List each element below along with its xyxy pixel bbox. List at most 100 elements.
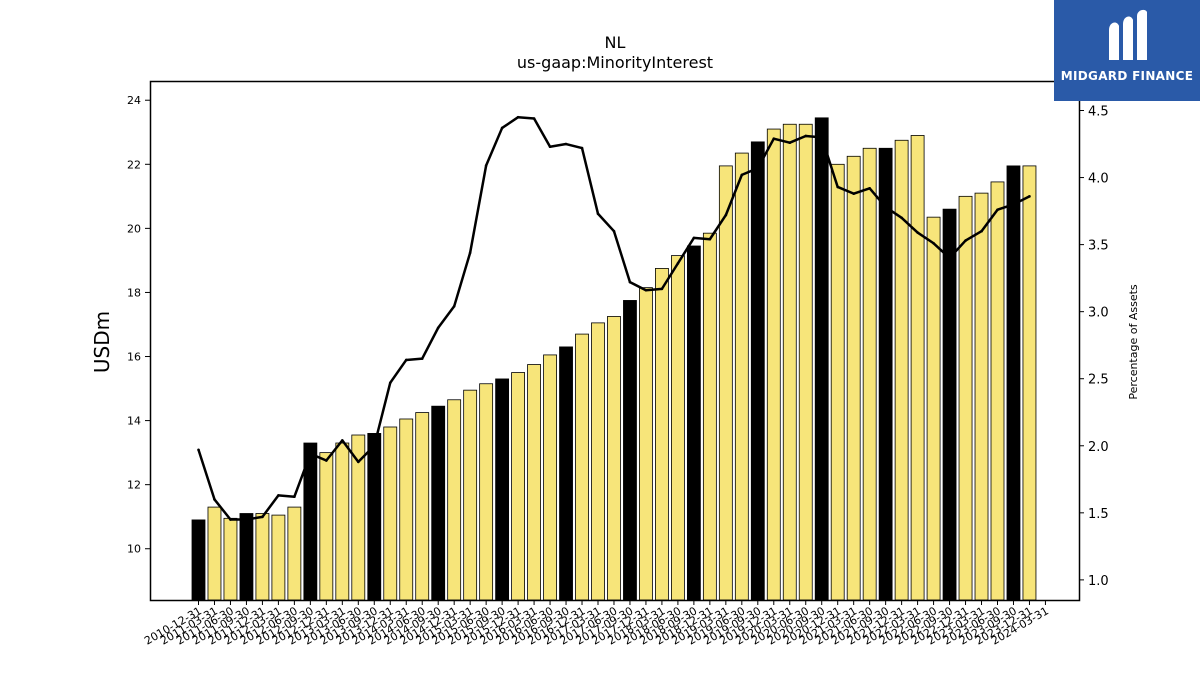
y2-tick-label: 4.5 <box>1088 105 1109 120</box>
percentage-line-series <box>197 115 1031 521</box>
line-point <box>372 444 376 448</box>
line-point <box>596 212 600 216</box>
line-point <box>388 381 392 385</box>
line-point <box>628 280 632 284</box>
y2-tick-label: 4.0 <box>1088 172 1109 187</box>
line-point <box>564 142 568 146</box>
y-tick-label: 18 <box>127 286 141 299</box>
bar-quarterly <box>511 372 526 601</box>
line-point <box>580 146 584 150</box>
bar-quarterly <box>990 181 1005 601</box>
line-point <box>996 208 999 212</box>
line-point <box>197 448 200 452</box>
chart-title: NL <box>605 33 626 52</box>
line-point <box>516 115 520 119</box>
line-point <box>820 136 824 139</box>
bar-quarterly <box>447 399 462 601</box>
line-point <box>948 256 951 260</box>
y-tick-label: 20 <box>127 222 141 235</box>
line-point <box>420 357 424 360</box>
line-point <box>245 518 248 521</box>
line-point <box>1028 195 1031 198</box>
line-point <box>804 134 808 138</box>
bar-quarterly <box>383 426 398 601</box>
bar-quarterly <box>255 513 270 601</box>
bar-quarterly <box>958 195 973 601</box>
y2-tick-label: 2.5 <box>1088 373 1109 388</box>
line-point <box>660 287 664 291</box>
line-point <box>261 515 264 519</box>
line-point <box>964 239 967 242</box>
bar-quarterly <box>1022 165 1037 601</box>
bar-quarterly <box>415 412 430 601</box>
line-point <box>357 460 360 464</box>
line-point <box>325 459 328 462</box>
bar-annual <box>239 513 254 601</box>
bar-quarterly <box>207 506 222 601</box>
bar-quarterly <box>639 287 653 601</box>
logo-text: MIDGARD FINANCE <box>1060 69 1194 83</box>
line-point <box>740 173 744 177</box>
line-point <box>692 236 696 240</box>
line-point <box>293 495 296 499</box>
line-point <box>229 518 232 521</box>
bar-quarterly <box>479 383 494 601</box>
y-tick-label: 24 <box>127 94 141 107</box>
bar-annual <box>1006 165 1021 601</box>
line-point <box>756 166 760 170</box>
bar-quarterly <box>782 123 797 601</box>
bar-quarterly <box>399 418 414 601</box>
line-point <box>852 192 855 195</box>
line-point <box>932 241 935 245</box>
line-point <box>772 137 776 140</box>
bar-quarterly <box>702 232 717 601</box>
line-point <box>548 145 552 149</box>
line-point <box>1012 203 1015 206</box>
bar-annual <box>431 405 446 601</box>
line-point <box>916 231 919 234</box>
line-point <box>836 185 839 189</box>
bar-annual <box>191 519 206 601</box>
bar-quarterly <box>607 316 621 601</box>
bar-quarterly <box>527 364 541 601</box>
chart-subtitle: us-gaap:MinorityInterest <box>517 53 713 72</box>
bar-quarterly <box>798 123 813 601</box>
line-point <box>612 229 616 233</box>
bar-annual <box>495 378 510 601</box>
line-point <box>900 216 903 220</box>
bar-quarterly <box>223 517 238 601</box>
bar-quarterly <box>718 165 733 601</box>
bar-annual <box>878 147 893 601</box>
line-point <box>788 141 792 144</box>
bar-annual <box>623 300 637 601</box>
bar-quarterly <box>671 255 685 601</box>
bar-quarterly <box>319 452 334 601</box>
midgard-m-logo-icon <box>1109 9 1147 60</box>
y-tick-label: 14 <box>127 415 141 428</box>
y-tick-label: 22 <box>127 158 141 171</box>
line-point <box>341 439 344 442</box>
bar-quarterly <box>575 333 589 601</box>
bar-annual <box>942 208 957 601</box>
y2-tick-label: 1.5 <box>1088 507 1109 522</box>
bar-quarterly <box>271 514 286 601</box>
bar-quarterly <box>910 135 925 601</box>
plot-frame <box>149 80 1081 602</box>
midgard-finance-logo: MIDGARD FINANCE <box>1054 0 1200 101</box>
bar-quarterly <box>287 506 302 601</box>
y-tick-label: 16 <box>127 351 141 364</box>
bar-annual <box>814 117 829 601</box>
bar-quarterly <box>655 268 669 601</box>
line-point <box>436 326 440 330</box>
line-point <box>532 117 536 120</box>
bar-quarterly <box>846 155 861 601</box>
bar-series <box>191 117 1037 601</box>
y-tick-label: 10 <box>127 543 141 556</box>
y2-tick-label: 3.0 <box>1088 306 1109 321</box>
line-point <box>404 358 408 362</box>
line-point <box>468 251 472 254</box>
line-point <box>484 164 488 167</box>
bar-annual <box>686 245 701 601</box>
line-point <box>644 288 648 292</box>
